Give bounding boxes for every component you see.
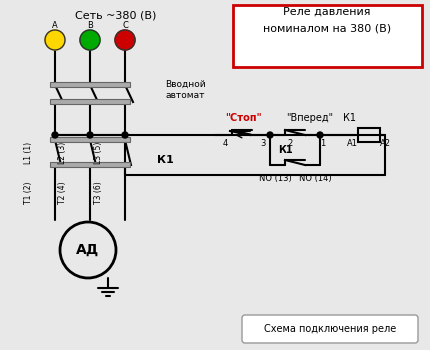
- Text: T3 (6): T3 (6): [93, 182, 102, 204]
- Text: А: А: [52, 21, 58, 30]
- FancyBboxPatch shape: [50, 162, 130, 167]
- Text: К1: К1: [157, 155, 173, 165]
- Text: Реле давления
номиналом на 380 (В): Реле давления номиналом на 380 (В): [263, 7, 391, 33]
- Circle shape: [52, 132, 58, 138]
- Text: С: С: [122, 35, 128, 44]
- Text: А: А: [52, 35, 58, 44]
- Text: NO (14): NO (14): [299, 174, 331, 182]
- Text: Сеть ~380 (В): Сеть ~380 (В): [75, 10, 157, 20]
- Text: T1 (2): T1 (2): [24, 182, 33, 204]
- Text: К1: К1: [278, 145, 292, 155]
- Text: Схема подключения реле: Схема подключения реле: [264, 324, 396, 334]
- Text: L1 (1): L1 (1): [24, 142, 33, 164]
- Circle shape: [317, 132, 323, 138]
- FancyBboxPatch shape: [242, 315, 418, 343]
- Text: "Вперед": "Вперед": [286, 113, 334, 123]
- Text: С: С: [122, 21, 128, 30]
- Text: A2: A2: [380, 139, 390, 147]
- Text: NO (13): NO (13): [258, 174, 292, 182]
- Text: 4: 4: [222, 139, 227, 147]
- Text: 3: 3: [260, 139, 266, 147]
- FancyBboxPatch shape: [233, 5, 422, 67]
- FancyBboxPatch shape: [50, 99, 130, 104]
- Text: В: В: [87, 21, 93, 30]
- Text: В: В: [87, 35, 93, 44]
- Text: Вводной
автомат: Вводной автомат: [165, 80, 206, 100]
- Text: 1: 1: [320, 139, 326, 147]
- FancyBboxPatch shape: [50, 82, 130, 87]
- Circle shape: [267, 132, 273, 138]
- Bar: [358, 128, 380, 142]
- Circle shape: [115, 30, 135, 50]
- FancyBboxPatch shape: [50, 137, 130, 142]
- Circle shape: [45, 30, 65, 50]
- Circle shape: [87, 132, 93, 138]
- Text: L3 (5): L3 (5): [93, 142, 102, 164]
- Circle shape: [122, 132, 128, 138]
- Text: 2: 2: [287, 139, 293, 147]
- Circle shape: [80, 30, 100, 50]
- Text: АД: АД: [77, 243, 100, 257]
- Text: "Стоп": "Стоп": [225, 113, 261, 123]
- Text: L2 (3): L2 (3): [58, 142, 68, 164]
- Text: К1: К1: [343, 113, 356, 123]
- Text: T2 (4): T2 (4): [58, 182, 68, 204]
- Text: A1: A1: [347, 139, 357, 147]
